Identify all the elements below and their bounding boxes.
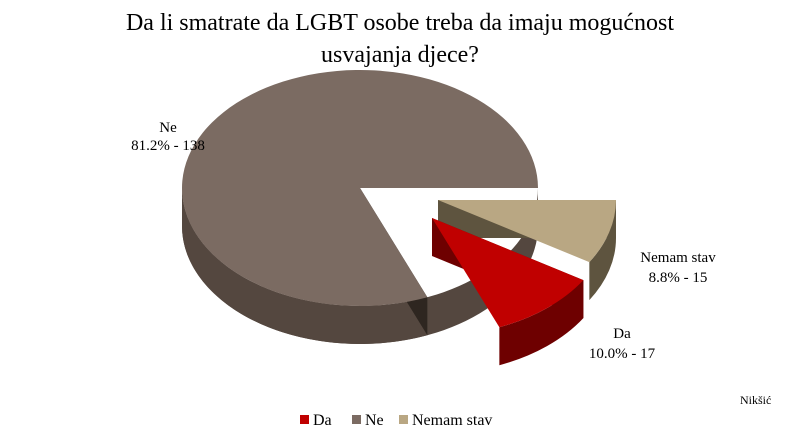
annotation-niksic: Nikšić	[740, 393, 771, 407]
slice-nemam-stav	[438, 200, 616, 263]
slice-label-da-name: Da	[613, 326, 631, 342]
legend: Da Ne Nemam stav	[300, 412, 492, 429]
chart-title-line-1: Da li smatrate da LGBT osobe treba da im…	[126, 10, 674, 36]
legend-swatch-nemam-stav	[399, 415, 408, 424]
slice-nemam-stav-side	[589, 200, 616, 301]
chart-title-line-2: usvajanja djece?	[321, 42, 479, 68]
slice-label-da-value: 10.0% - 17	[589, 346, 656, 362]
legend-label-da: Da	[313, 412, 332, 429]
legend-label-ne: Ne	[365, 412, 384, 429]
slice-label-ne-name: Ne	[159, 120, 177, 136]
pie-plot	[182, 69, 616, 366]
legend-swatch-da	[300, 415, 309, 424]
slice-da-side	[499, 280, 584, 366]
slice-label-ne-value: 81.2% - 138	[131, 138, 205, 154]
slice-ne-side-front	[182, 188, 538, 344]
legend-label-nemam-stav: Nemam stav	[412, 412, 492, 429]
legend-swatch-ne	[352, 415, 361, 424]
slice-label-nemam-stav-name: Nemam stav	[640, 250, 716, 266]
slice-label-nemam-stav-value: 8.8% - 15	[649, 270, 708, 286]
slice-da	[432, 218, 584, 328]
slice-ne	[182, 69, 538, 306]
